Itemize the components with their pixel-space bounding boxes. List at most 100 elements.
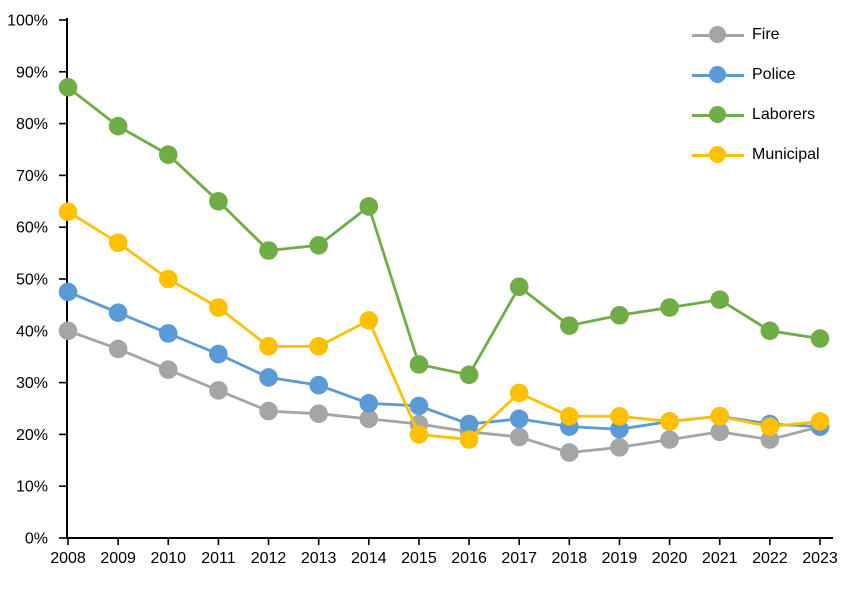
data-point-municipal-2012 <box>259 337 278 356</box>
data-point-municipal-2008 <box>58 202 78 221</box>
x-axis-tick-label: 2022 <box>752 550 788 567</box>
x-axis-tick-label: 2009 <box>100 550 136 567</box>
data-point-municipal-2010 <box>158 269 178 289</box>
data-point-fire-2014 <box>359 409 379 429</box>
data-point-laborers-2021 <box>710 290 730 310</box>
legend-label-fire: Fire <box>752 26 780 43</box>
data-point-laborers-2017 <box>509 277 529 297</box>
data-point-fire-2017 <box>509 427 529 447</box>
data-point-laborers-2013 <box>309 236 328 255</box>
legend-item-municipal: Municipal <box>692 135 820 175</box>
series-line-police <box>67 290 821 431</box>
data-point-police-2014 <box>359 394 379 413</box>
data-point-municipal-2011 <box>209 298 228 317</box>
data-point-laborers-2023 <box>810 329 830 348</box>
data-point-laborers-2016 <box>459 365 479 385</box>
data-point-laborers-2014 <box>359 197 379 216</box>
x-axis-tick-label: 2020 <box>652 550 688 567</box>
data-point-fire-2012 <box>259 401 278 421</box>
data-point-municipal-2015 <box>409 425 429 444</box>
data-point-laborers-2019 <box>610 305 629 325</box>
data-point-municipal-2009 <box>108 233 128 253</box>
data-point-municipal-2022 <box>760 417 780 436</box>
data-point-municipal-2018 <box>560 406 579 426</box>
legend-label-laborers: Laborers <box>752 106 816 123</box>
data-point-municipal-2021 <box>710 406 730 426</box>
y-axis-tick-label: 50% <box>16 272 48 289</box>
series-line-laborers <box>67 86 821 377</box>
data-point-laborers-2008 <box>58 78 78 97</box>
x-axis-tick-label: 2011 <box>201 550 236 567</box>
data-point-police-2012 <box>259 368 278 387</box>
x-axis-tick-label: 2010 <box>150 550 186 567</box>
x-axis-tick-label: 2013 <box>301 550 337 567</box>
legend-label-police: Police <box>752 66 796 83</box>
legend-marker-icon <box>709 146 726 163</box>
data-point-police-2011 <box>209 344 228 364</box>
data-point-fire-2019 <box>610 438 629 457</box>
y-axis-tick-label: 30% <box>16 375 48 392</box>
y-axis-tick-label: 100% <box>7 13 48 30</box>
data-point-police-2008 <box>58 282 78 302</box>
x-axis-tick-label: 2017 <box>501 550 537 567</box>
y-axis-tick-label: 70% <box>16 168 48 185</box>
y-axis-tick-label: 10% <box>16 479 48 496</box>
x-axis-tick-label: 2023 <box>802 550 838 567</box>
legend-item-fire: Fire <box>692 15 820 55</box>
x-axis-tick-label: 2018 <box>552 550 588 567</box>
data-point-laborers-2015 <box>409 355 429 374</box>
data-point-fire-2021 <box>710 422 730 442</box>
y-axis-tick-label: 60% <box>16 220 48 237</box>
data-point-police-2015 <box>409 396 429 416</box>
data-point-municipal-2020 <box>660 412 679 431</box>
y-axis-tick-label: 80% <box>16 116 48 133</box>
data-point-municipal-2014 <box>359 311 379 330</box>
legend-item-police: Police <box>692 55 820 95</box>
data-point-municipal-2016 <box>459 430 479 449</box>
legend-swatch-laborers <box>692 106 744 124</box>
data-point-laborers-2018 <box>560 316 579 335</box>
legend-swatch-police <box>692 66 744 84</box>
y-axis-tick-label: 20% <box>16 427 48 444</box>
legend-swatch-municipal <box>692 146 744 164</box>
data-point-laborers-2022 <box>760 321 780 341</box>
data-point-municipal-2017 <box>509 383 529 403</box>
data-point-police-2013 <box>309 375 328 395</box>
data-point-police-2009 <box>108 303 128 322</box>
data-point-fire-2022 <box>760 430 780 449</box>
x-axis-tick-label: 2012 <box>251 550 287 567</box>
x-axis-tick-label: 2016 <box>451 550 487 567</box>
data-point-fire-2013 <box>309 404 328 423</box>
data-point-fire-2020 <box>660 430 679 449</box>
legend-marker-icon <box>709 106 726 123</box>
data-point-laborers-2010 <box>158 145 178 164</box>
x-axis-tick-label: 2019 <box>602 550 638 567</box>
data-point-police-2016 <box>459 414 479 434</box>
data-point-fire-2010 <box>158 360 178 379</box>
data-point-fire-2011 <box>209 381 228 400</box>
x-axis-tick-label: 2021 <box>702 550 738 567</box>
data-point-police-2019 <box>610 419 629 439</box>
data-point-municipal-2019 <box>610 406 629 426</box>
y-axis-tick-label: 90% <box>16 64 48 81</box>
data-point-fire-2018 <box>560 443 579 462</box>
series-line-municipal <box>67 210 821 442</box>
x-axis-tick-label: 2015 <box>401 550 437 567</box>
series-line-fire <box>67 329 821 454</box>
data-point-laborers-2009 <box>108 116 128 136</box>
x-axis-tick-label: 2008 <box>50 550 86 567</box>
y-axis-tick-label: 0% <box>25 531 48 548</box>
data-point-municipal-2013 <box>309 337 328 356</box>
data-point-laborers-2011 <box>209 192 228 211</box>
chart-legend: Fire Police Laborers Municipal <box>692 15 820 175</box>
legend-item-laborers: Laborers <box>692 95 820 135</box>
data-point-fire-2009 <box>108 339 128 359</box>
y-axis-tick-label: 40% <box>16 323 48 340</box>
data-point-laborers-2020 <box>660 298 679 317</box>
legend-marker-icon <box>709 66 726 83</box>
data-point-laborers-2012 <box>259 241 278 260</box>
data-point-police-2010 <box>158 324 178 343</box>
legend-marker-icon <box>709 26 726 43</box>
